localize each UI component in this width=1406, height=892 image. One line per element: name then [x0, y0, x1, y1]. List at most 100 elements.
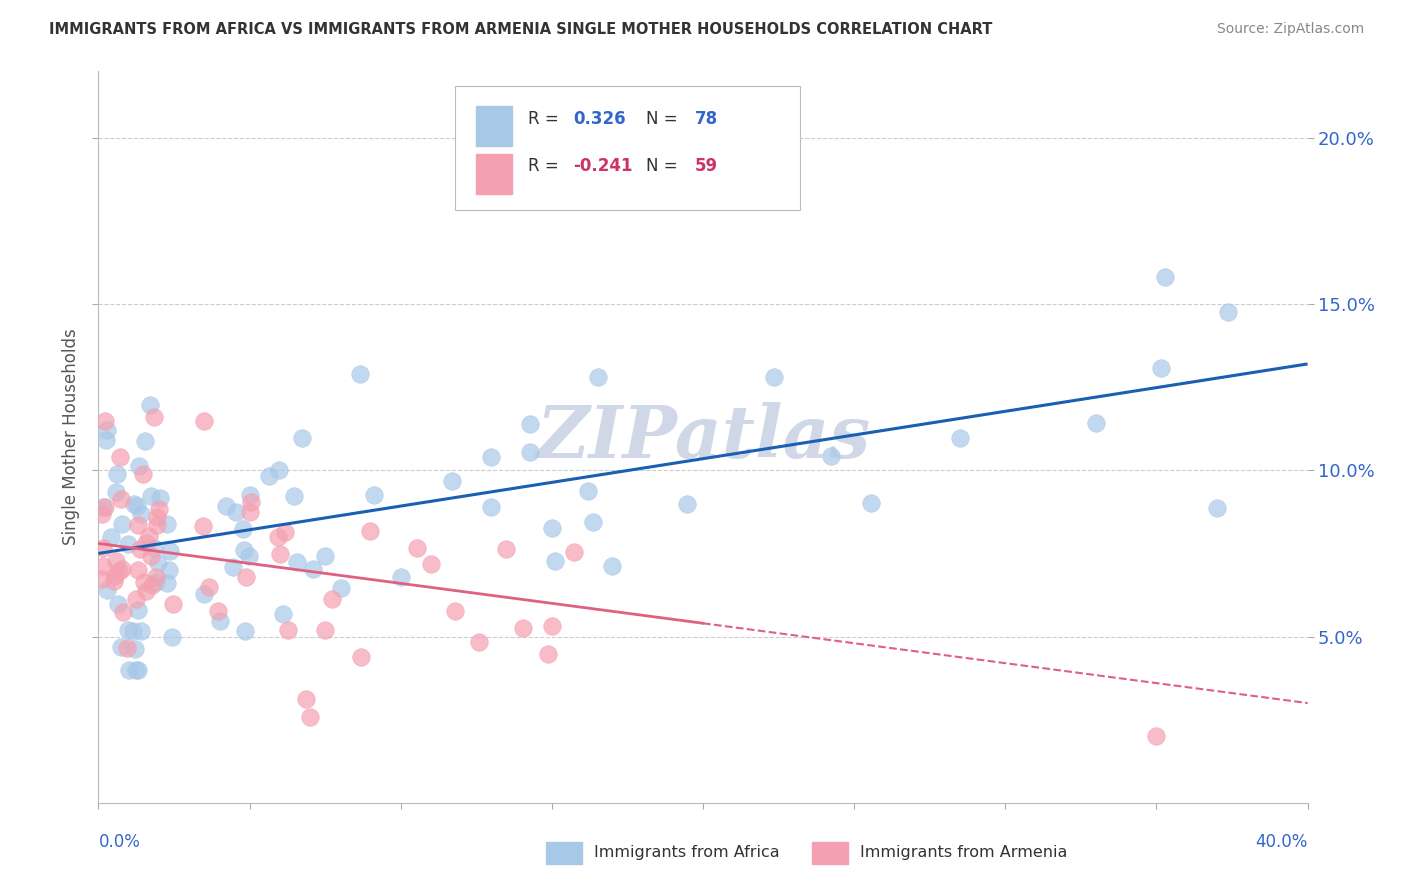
Bar [546, 841, 582, 863]
Point [537, 647, 560, 661]
Point [162, 597, 184, 611]
Text: ZIPatlas: ZIPatlas [536, 401, 870, 473]
Point [135, 584, 157, 599]
Point [111, 516, 134, 531]
Point [360, 524, 382, 539]
Point [100, 530, 122, 544]
Point [128, 458, 150, 473]
Point [302, 562, 325, 576]
Point [110, 492, 132, 507]
Point [198, 580, 221, 594]
Point [127, 517, 149, 532]
Text: 0.326: 0.326 [574, 110, 626, 128]
Point [1206, 500, 1229, 515]
Point [576, 484, 599, 499]
Point [207, 604, 229, 618]
Point [540, 521, 562, 535]
Point [544, 554, 567, 568]
Point [1085, 417, 1108, 431]
FancyBboxPatch shape [456, 86, 800, 211]
Point [512, 621, 534, 635]
Point [105, 467, 128, 482]
Point [363, 488, 385, 502]
Text: Immigrants from Armenia: Immigrants from Armenia [860, 845, 1067, 860]
Text: Source: ZipAtlas.com: Source: ZipAtlas.com [1216, 22, 1364, 37]
Text: IMMIGRANTS FROM AFRICA VS IMMIGRANTS FROM ARMENIA SINGLE MOTHER HOUSEHOLDS CORRE: IMMIGRANTS FROM AFRICA VS IMMIGRANTS FRO… [49, 22, 993, 37]
Point [117, 640, 139, 655]
Point [143, 409, 166, 424]
Point [519, 445, 541, 459]
Point [96, 423, 118, 437]
Point [110, 640, 132, 654]
Point [93, 558, 115, 573]
Point [108, 450, 131, 464]
Point [127, 563, 149, 577]
Point [274, 524, 297, 539]
Point [329, 581, 352, 595]
Text: Immigrants from Africa: Immigrants from Africa [595, 845, 780, 860]
Point [127, 663, 149, 677]
Y-axis label: Single Mother Households: Single Mother Households [62, 329, 80, 545]
Point [321, 592, 343, 607]
Point [117, 623, 139, 637]
Point [562, 545, 585, 559]
Point [238, 549, 260, 563]
Bar [475, 106, 512, 146]
Point [103, 574, 125, 588]
Point [91, 572, 114, 586]
Point [129, 624, 152, 639]
Text: N =: N = [647, 158, 683, 176]
Point [142, 541, 165, 555]
Point [208, 614, 231, 628]
Point [127, 603, 149, 617]
Point [1144, 729, 1167, 743]
Point [111, 562, 134, 576]
Point [157, 563, 180, 577]
Point [139, 398, 162, 412]
Point [291, 431, 314, 445]
Point [148, 502, 170, 516]
Point [145, 569, 167, 583]
Point [111, 605, 134, 619]
Point [125, 663, 148, 677]
Bar [811, 841, 848, 863]
Point [146, 510, 169, 524]
Point [257, 469, 280, 483]
Point [159, 544, 181, 558]
Point [314, 549, 336, 564]
Text: 0.0%: 0.0% [98, 833, 141, 851]
Point [267, 530, 290, 544]
Point [145, 574, 167, 589]
Point [135, 536, 157, 550]
Point [240, 495, 263, 509]
Bar [475, 153, 512, 194]
Point [132, 467, 155, 481]
Point [146, 517, 169, 532]
Point [420, 557, 443, 571]
Point [233, 624, 256, 638]
Point [481, 500, 503, 515]
Point [134, 574, 156, 589]
Point [277, 624, 299, 638]
Point [91, 541, 114, 555]
Point [540, 619, 562, 633]
Point [441, 475, 464, 489]
Point [91, 507, 114, 521]
Point [232, 522, 254, 536]
Point [129, 542, 152, 557]
Point [91, 500, 114, 514]
Point [96, 433, 118, 447]
Text: -0.241: -0.241 [574, 158, 633, 176]
Point [949, 431, 972, 445]
Point [129, 507, 152, 521]
Point [156, 517, 179, 532]
Point [193, 519, 215, 533]
Point [314, 624, 336, 638]
Point [149, 491, 172, 505]
Point [193, 587, 215, 601]
Point [215, 499, 238, 513]
Point [125, 499, 148, 513]
Text: 59: 59 [695, 158, 717, 176]
Point [602, 559, 624, 574]
Point [94, 500, 117, 514]
